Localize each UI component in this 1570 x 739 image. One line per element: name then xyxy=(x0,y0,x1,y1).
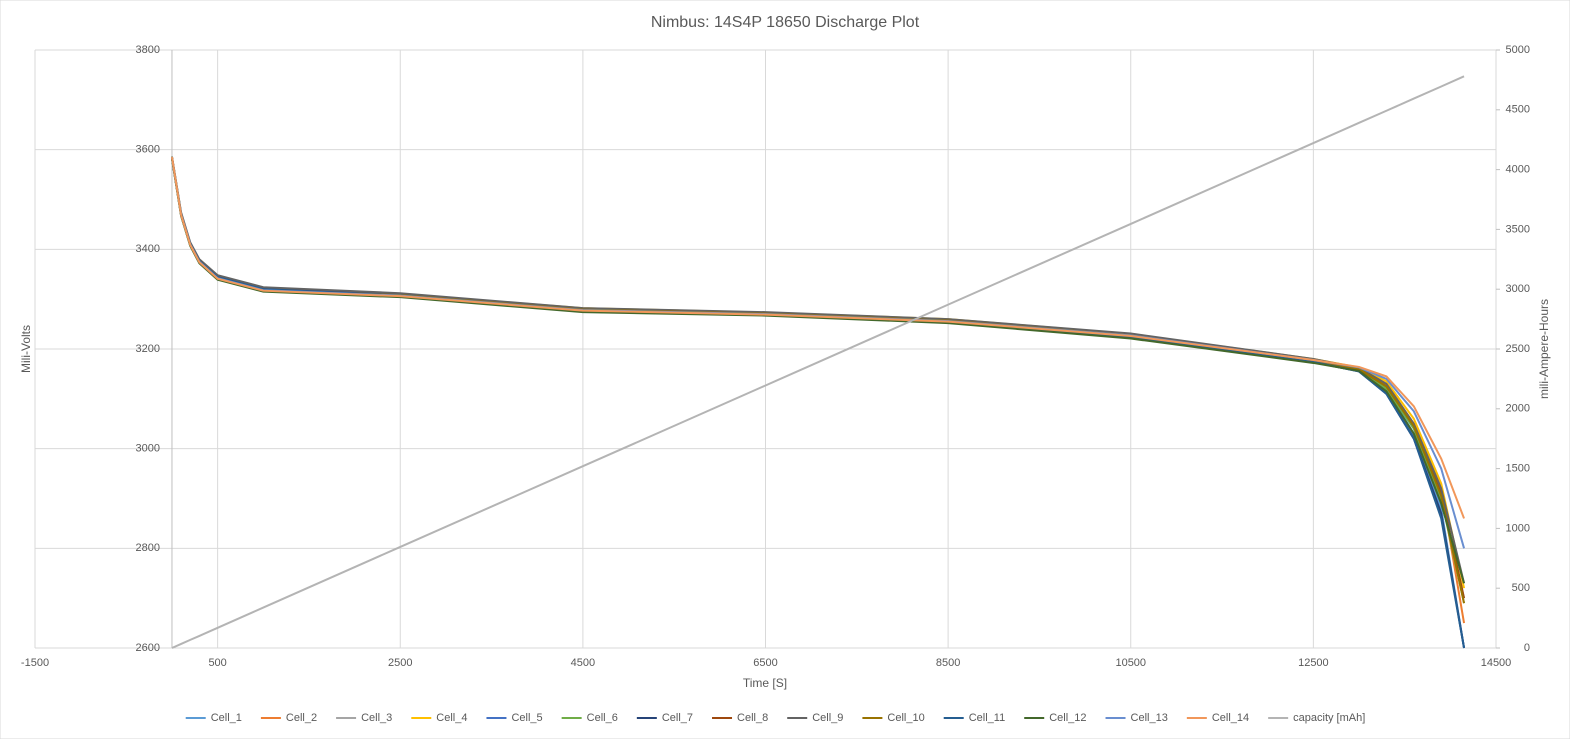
y-tick-label: 3600 xyxy=(136,144,160,156)
legend-label: Cell_7 xyxy=(662,712,693,724)
chart-title: Nimbus: 14S4P 18650 Discharge Plot xyxy=(651,14,920,31)
legend-label: Cell_2 xyxy=(286,712,317,724)
y2-tick-label: 2000 xyxy=(1506,403,1530,415)
y-tick-label: 3200 xyxy=(136,343,160,355)
legend-label: Cell_11 xyxy=(969,712,1006,724)
y2-tick-label: 1000 xyxy=(1506,522,1530,534)
x-tick-label: 14500 xyxy=(1481,657,1512,669)
y-axis-title: Mili-Volts xyxy=(19,325,33,373)
legend-label: Cell_8 xyxy=(737,712,768,724)
y2-tick-label: 4000 xyxy=(1506,164,1530,176)
y2-tick-label: 4500 xyxy=(1506,104,1530,116)
y2-tick-label: 500 xyxy=(1512,582,1530,594)
legend-label: capacity [mAh] xyxy=(1293,712,1365,724)
legend-label: Cell_5 xyxy=(511,712,542,724)
y2-tick-label: 3000 xyxy=(1506,283,1530,295)
y2-tick-label: 5000 xyxy=(1506,44,1530,56)
series-line xyxy=(170,156,1465,519)
y-tick-label: 3800 xyxy=(136,44,160,56)
y2-tick-label: 3500 xyxy=(1506,223,1530,235)
legend-label: Cell_3 xyxy=(361,712,392,724)
legend-label: Cell_14 xyxy=(1212,712,1249,724)
x-tick-label: 4500 xyxy=(571,657,595,669)
legend-label: Cell_10 xyxy=(887,712,924,724)
legend-label: Cell_9 xyxy=(812,712,843,724)
y2-tick-label: 2500 xyxy=(1506,343,1530,355)
x-tick-label: 8500 xyxy=(936,657,960,669)
legend-label: Cell_4 xyxy=(436,712,467,724)
x-tick-label: 10500 xyxy=(1115,657,1146,669)
y-tick-label: 2800 xyxy=(136,542,160,554)
x-tick-label: 500 xyxy=(208,657,226,669)
series-line xyxy=(171,75,1465,649)
legend-label: Cell_6 xyxy=(587,712,618,724)
legend-label: Cell_13 xyxy=(1131,712,1168,724)
x-tick-label: 12500 xyxy=(1298,657,1329,669)
x-tick-label: -1500 xyxy=(21,657,49,669)
y-tick-label: 3000 xyxy=(136,443,160,455)
y2-tick-label: 1500 xyxy=(1506,463,1530,475)
legend-label: Cell_1 xyxy=(211,712,242,724)
y2-tick-label: 0 xyxy=(1524,642,1530,654)
y-tick-label: 2600 xyxy=(136,642,160,654)
y2-axis-title: mili-Ampere-Hours xyxy=(1537,299,1551,399)
x-tick-label: 6500 xyxy=(753,657,777,669)
legend-label: Cell_12 xyxy=(1049,712,1086,724)
x-tick-label: 2500 xyxy=(388,657,412,669)
x-axis-title: Time [S] xyxy=(743,676,787,690)
y-tick-label: 3400 xyxy=(136,243,160,255)
